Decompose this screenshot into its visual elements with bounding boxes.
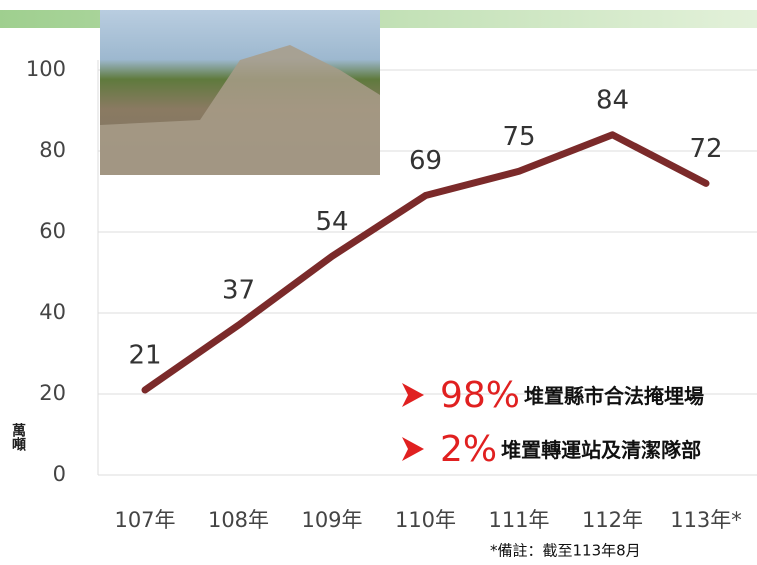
y-tick-label: 20	[39, 381, 66, 405]
x-tick-label: 108年	[208, 508, 269, 532]
y-tick-label: 0	[53, 462, 66, 486]
y-tick-label: 60	[39, 219, 66, 243]
footnote: *備註：截至113年8月	[490, 542, 641, 560]
bullet-arrow	[402, 383, 424, 407]
x-tick-label: 110年	[395, 508, 456, 532]
x-tick-label: 107年	[114, 508, 175, 532]
data-label: 84	[596, 85, 629, 115]
x-tick-label: 112年	[582, 508, 643, 532]
data-label: 54	[315, 207, 348, 237]
data-label: 72	[689, 134, 722, 164]
x-tick-label: 111年	[488, 508, 549, 532]
data-label: 37	[222, 276, 255, 306]
bullet-arrow	[402, 437, 424, 461]
data-label: 69	[409, 146, 442, 176]
y-tick-label: 100	[26, 57, 66, 81]
x-tick-label: 109年	[301, 508, 362, 532]
y-axis-title: 萬噸	[10, 422, 26, 452]
annotation-percent: 98%	[440, 375, 520, 416]
y-tick-label: 80	[39, 138, 66, 162]
data-label: 75	[502, 122, 535, 152]
annotation: 2% 堆置轉運站及清潔隊部	[440, 429, 701, 470]
plot-area: 0 20 40 60 80 100 107年 108年 109年 110年 111年 112年 113年…	[26, 57, 757, 532]
x-tick-label: 113年*	[670, 508, 742, 532]
data-label: 21	[128, 340, 161, 370]
annotation-text: 堆置轉運站及清潔隊部	[501, 438, 701, 462]
line	[141, 131, 710, 394]
annotation-percent: 2%	[440, 429, 497, 470]
y-tick-label: 40	[39, 300, 66, 324]
photo-debris	[100, 45, 380, 175]
annotation-text: 堆置縣市合法掩埋場	[524, 384, 704, 408]
annotation: 98% 堆置縣市合法掩埋場	[440, 375, 704, 416]
